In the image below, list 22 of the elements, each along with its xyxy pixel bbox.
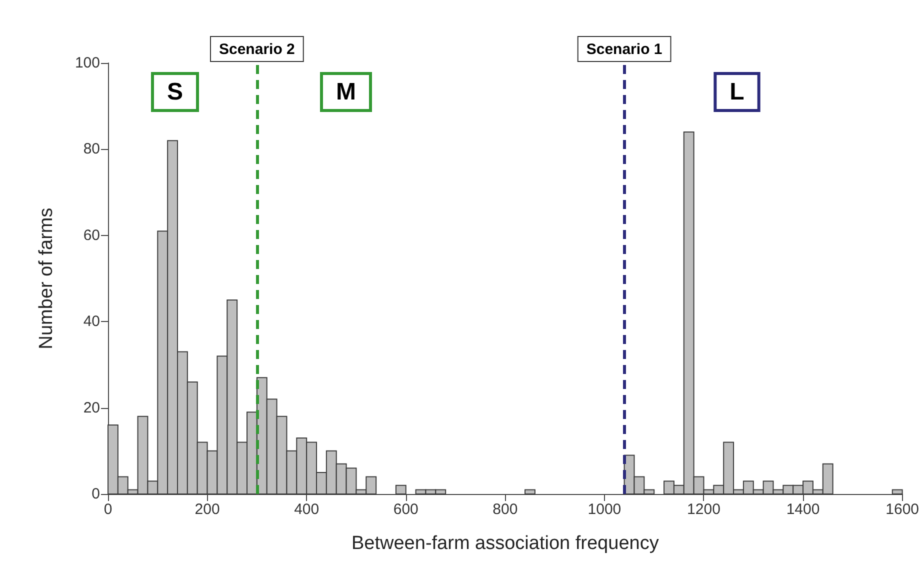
ref-line-label: Scenario 2 — [218, 41, 295, 58]
x-tick-label: 200 — [194, 501, 220, 518]
x-tick-label: 1400 — [786, 501, 820, 518]
x-tick-label: 600 — [393, 501, 418, 518]
y-tick-label: 80 — [83, 140, 100, 158]
x-tick-label: 400 — [294, 501, 320, 518]
y-tick-label: 20 — [83, 399, 100, 416]
y-tick-label: 0 — [92, 486, 100, 502]
y-tick-label: 60 — [83, 226, 100, 244]
annotation: S — [166, 78, 184, 106]
y-tick-label: 40 — [83, 313, 100, 330]
annotation: M — [336, 78, 356, 106]
x-tick-label: 1200 — [687, 501, 720, 518]
ref-line-label: Scenario 1 — [586, 41, 662, 58]
x-axis-title: Between-farm association frequency — [351, 533, 660, 554]
x-tick-label: 0 — [104, 501, 112, 518]
y-axis-title: Number of farms — [36, 208, 57, 350]
y-tick-label: 100 — [74, 54, 100, 72]
x-tick-label: 1000 — [588, 501, 622, 518]
annotation: L — [730, 78, 744, 106]
x-tick-label: 1600 — [886, 501, 920, 518]
x-tick-label: 800 — [492, 501, 518, 518]
